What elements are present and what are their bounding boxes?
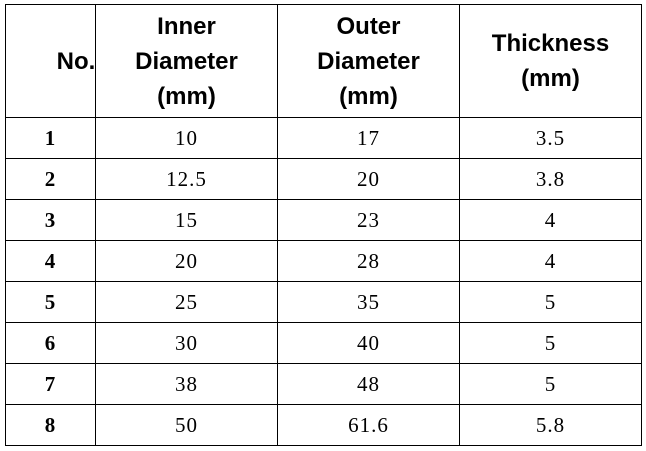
table-cell: 4	[459, 240, 642, 282]
table-cell: 50	[95, 404, 278, 446]
table-cell: 4	[459, 199, 642, 241]
header-cell: Thickness (mm)	[459, 4, 642, 118]
row-number: 7	[5, 363, 96, 405]
table-cell: 3.8	[459, 158, 642, 200]
table-row: 4 20 28 4	[5, 240, 642, 282]
table-cell: 15	[95, 199, 278, 241]
table-cell: 25	[95, 281, 278, 323]
header-text: No.	[56, 47, 96, 75]
table-row: 7 38 48 5	[5, 363, 642, 405]
table-cell: 35	[277, 281, 460, 323]
data-table: No. Inner Diameter (mm) Outer Diameter (mm…	[5, 4, 642, 446]
table-row: 2 12.5 20 3.8	[5, 158, 642, 200]
table-row: 6 30 40 5	[5, 322, 642, 364]
table-cell: 48	[277, 363, 460, 405]
table-row: 5 25 35 5	[5, 281, 642, 323]
row-number: 3	[5, 199, 96, 241]
header-cell: No.	[5, 4, 96, 118]
table-cell: 5	[459, 281, 642, 323]
row-number: 8	[5, 404, 96, 446]
table-cell: 3.5	[459, 117, 642, 159]
table-cell: 28	[277, 240, 460, 282]
table-cell: 30	[95, 322, 278, 364]
header-cell: Outer Diameter (mm)	[277, 4, 460, 118]
row-number: 5	[5, 281, 96, 323]
row-number: 6	[5, 322, 96, 364]
row-number: 4	[5, 240, 96, 282]
table-cell: 10	[95, 117, 278, 159]
table-row: 1 10 17 3.5	[5, 117, 642, 159]
header-text: Outer Diameter (mm)	[317, 12, 420, 110]
table-cell: 17	[277, 117, 460, 159]
table-cell: 5	[459, 363, 642, 405]
table-body: 1 10 17 3.5 2 12.5 20 3.8 3 15 23 4 4 20 28 4 5 25 35 5 6 30 4…	[5, 117, 642, 446]
table-cell: 23	[277, 199, 460, 241]
table-cell: 12.5	[95, 158, 278, 200]
header-text: Inner Diameter (mm)	[135, 12, 238, 110]
table-cell: 20	[277, 158, 460, 200]
table-header: No. Inner Diameter (mm) Outer Diameter (mm…	[5, 4, 642, 118]
row-number: 2	[5, 158, 96, 200]
header-cell: Inner Diameter (mm)	[95, 4, 278, 118]
table-cell: 20	[95, 240, 278, 282]
table-row: 3 15 23 4	[5, 199, 642, 241]
table-cell: 5	[459, 322, 642, 364]
table-cell: 61.6	[277, 404, 460, 446]
table-cell: 5.8	[459, 404, 642, 446]
table-cell: 38	[95, 363, 278, 405]
header-text: Thickness (mm)	[491, 30, 610, 92]
table-row: 8 50 61.6 5.8	[5, 404, 642, 446]
row-number: 1	[5, 117, 96, 159]
header-row: No. Inner Diameter (mm) Outer Diameter (mm…	[5, 4, 642, 118]
table-cell: 40	[277, 322, 460, 364]
